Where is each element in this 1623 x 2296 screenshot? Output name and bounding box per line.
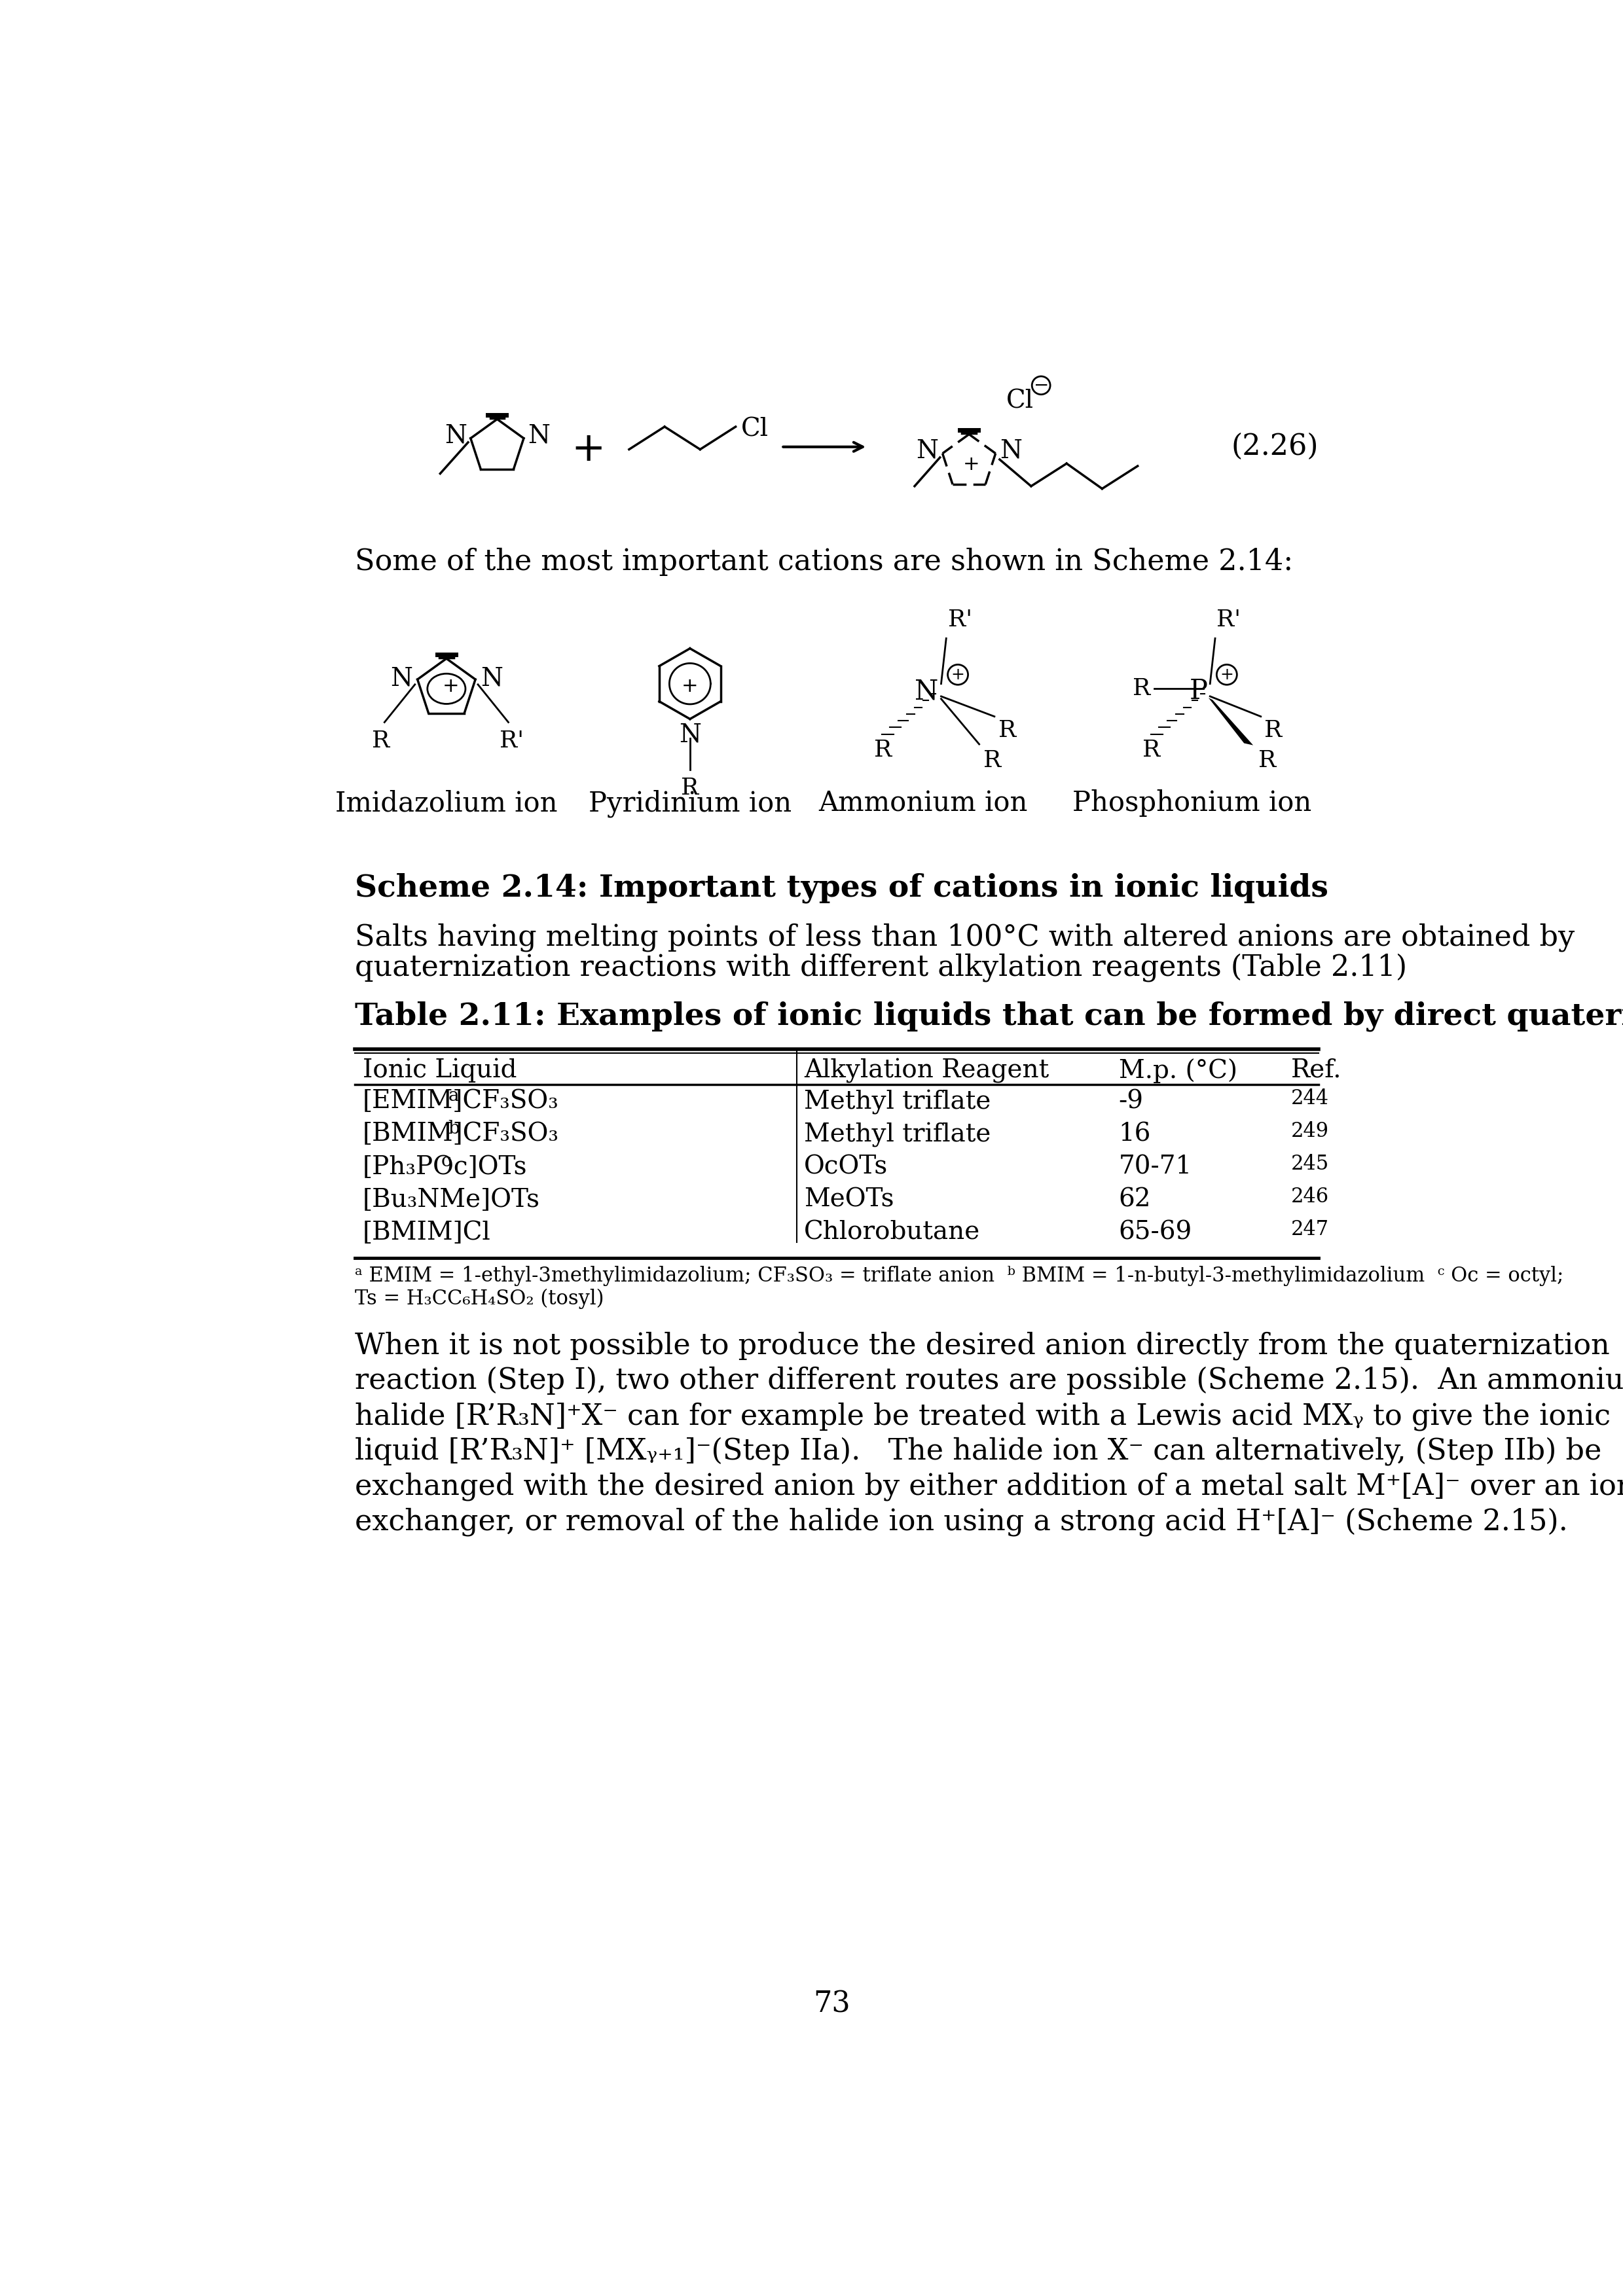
Text: +: + bbox=[571, 429, 605, 468]
Text: 249: 249 bbox=[1292, 1120, 1329, 1141]
Text: 73: 73 bbox=[813, 1991, 850, 2018]
Text: N: N bbox=[915, 439, 938, 464]
Text: R: R bbox=[372, 730, 390, 753]
Text: Scheme 2.14: Important types of cations in ionic liquids: Scheme 2.14: Important types of cations … bbox=[355, 872, 1329, 902]
Text: c: c bbox=[441, 1153, 451, 1171]
Text: 70-71: 70-71 bbox=[1118, 1155, 1193, 1180]
Text: R: R bbox=[1264, 719, 1282, 742]
Polygon shape bbox=[1209, 698, 1253, 746]
Text: -9: -9 bbox=[1118, 1088, 1144, 1114]
Text: [Bu₃NMe]OTs: [Bu₃NMe]OTs bbox=[362, 1187, 540, 1212]
Text: R: R bbox=[1143, 739, 1160, 762]
Text: R': R' bbox=[948, 608, 972, 631]
Text: 16: 16 bbox=[1118, 1123, 1151, 1146]
Text: Some of the most important cations are shown in Scheme 2.14:: Some of the most important cations are s… bbox=[355, 549, 1294, 576]
Text: +: + bbox=[1220, 666, 1233, 682]
Text: exchanged with the desired anion by either addition of a metal salt M⁺[A]⁻ over : exchanged with the desired anion by eith… bbox=[355, 1472, 1623, 1502]
Text: 245: 245 bbox=[1292, 1155, 1329, 1173]
Text: a: a bbox=[448, 1086, 459, 1104]
Text: R: R bbox=[984, 748, 1001, 771]
Text: Methyl triflate: Methyl triflate bbox=[803, 1123, 992, 1148]
Text: R: R bbox=[1258, 748, 1276, 771]
Text: Salts having melting points of less than 100°C with altered anions are obtained : Salts having melting points of less than… bbox=[355, 923, 1574, 953]
Text: Pyridinium ion: Pyridinium ion bbox=[589, 790, 792, 817]
Text: Cl: Cl bbox=[1006, 390, 1034, 413]
Text: M.p. (°C): M.p. (°C) bbox=[1118, 1058, 1237, 1084]
Text: +: + bbox=[951, 666, 964, 682]
Text: +: + bbox=[962, 455, 980, 473]
Text: R: R bbox=[998, 719, 1016, 742]
Text: Ionic Liquid: Ionic Liquid bbox=[362, 1058, 516, 1084]
Text: Phosphonium ion: Phosphonium ion bbox=[1073, 790, 1311, 817]
Text: Ref.: Ref. bbox=[1292, 1058, 1342, 1081]
Text: ᵃ EMIM = 1-ethyl-3methylimidazolium; CF₃SO₃ = triflate anion  ᵇ BMIM = 1-n-butyl: ᵃ EMIM = 1-ethyl-3methylimidazolium; CF₃… bbox=[355, 1265, 1565, 1286]
Text: +: + bbox=[682, 677, 698, 696]
Text: (2.26): (2.26) bbox=[1232, 432, 1318, 461]
Text: N: N bbox=[445, 425, 466, 448]
Text: R: R bbox=[682, 776, 700, 799]
Text: 247: 247 bbox=[1292, 1219, 1329, 1240]
Text: P: P bbox=[1190, 677, 1208, 705]
Text: 62: 62 bbox=[1118, 1187, 1151, 1212]
Text: N: N bbox=[480, 666, 503, 691]
Text: R: R bbox=[873, 739, 891, 762]
Text: Imidazolium ion: Imidazolium ion bbox=[336, 790, 558, 817]
Text: R: R bbox=[1133, 677, 1151, 700]
Text: Cl: Cl bbox=[740, 418, 768, 441]
Text: MeOTs: MeOTs bbox=[803, 1187, 894, 1212]
Text: exchanger, or removal of the halide ion using a strong acid H⁺[A]⁻ (Scheme 2.15): exchanger, or removal of the halide ion … bbox=[355, 1508, 1568, 1536]
Text: R': R' bbox=[500, 730, 524, 753]
Text: 244: 244 bbox=[1292, 1088, 1329, 1109]
Text: [Ph₃POc]OTs: [Ph₃POc]OTs bbox=[362, 1155, 527, 1180]
Text: 65-69: 65-69 bbox=[1118, 1221, 1193, 1244]
Text: Ammonium ion: Ammonium ion bbox=[820, 790, 1027, 817]
Text: Chlorobutane: Chlorobutane bbox=[803, 1221, 980, 1244]
Text: Ts = H₃CC₆H₄SO₂ (tosyl): Ts = H₃CC₆H₄SO₂ (tosyl) bbox=[355, 1288, 604, 1309]
Text: [BMIM]Cl: [BMIM]Cl bbox=[362, 1221, 490, 1244]
Text: R': R' bbox=[1217, 608, 1242, 631]
Text: Methyl triflate: Methyl triflate bbox=[803, 1088, 992, 1114]
Text: reaction (Step I), two other different routes are possible (Scheme 2.15).  An am: reaction (Step I), two other different r… bbox=[355, 1366, 1623, 1396]
Text: 246: 246 bbox=[1292, 1187, 1329, 1208]
Text: [EMIM]CF₃SO₃: [EMIM]CF₃SO₃ bbox=[362, 1088, 558, 1114]
Text: Alkylation Reagent: Alkylation Reagent bbox=[803, 1058, 1048, 1084]
Text: N: N bbox=[678, 723, 701, 746]
Text: N: N bbox=[390, 666, 412, 691]
Text: +: + bbox=[441, 677, 459, 696]
Text: Table 2.11: Examples of ionic liquids that can be formed by direct quaternizatio: Table 2.11: Examples of ionic liquids th… bbox=[355, 1001, 1623, 1031]
Text: halide [R’R₃N]⁺X⁻ can for example be treated with a Lewis acid MXᵧ to give the i: halide [R’R₃N]⁺X⁻ can for example be tre… bbox=[355, 1403, 1610, 1430]
Text: quaternization reactions with different alkylation reagents (Table 2.11): quaternization reactions with different … bbox=[355, 953, 1407, 983]
Text: [BMIM]CF₃SO₃: [BMIM]CF₃SO₃ bbox=[362, 1123, 558, 1146]
Text: −: − bbox=[1034, 377, 1048, 395]
Text: N: N bbox=[527, 425, 550, 448]
Text: b: b bbox=[448, 1120, 459, 1137]
Text: OcOTs: OcOTs bbox=[803, 1155, 888, 1180]
Text: N: N bbox=[1000, 439, 1022, 464]
Text: N: N bbox=[915, 677, 938, 705]
Text: liquid [R’R₃N]⁺ [MXᵧ₊₁]⁻(Step IIa).   The halide ion X⁻ can alternatively, (Step: liquid [R’R₃N]⁺ [MXᵧ₊₁]⁻(Step IIa). The … bbox=[355, 1437, 1602, 1465]
Text: When it is not possible to produce the desired anion directly from the quaterniz: When it is not possible to produce the d… bbox=[355, 1332, 1610, 1359]
